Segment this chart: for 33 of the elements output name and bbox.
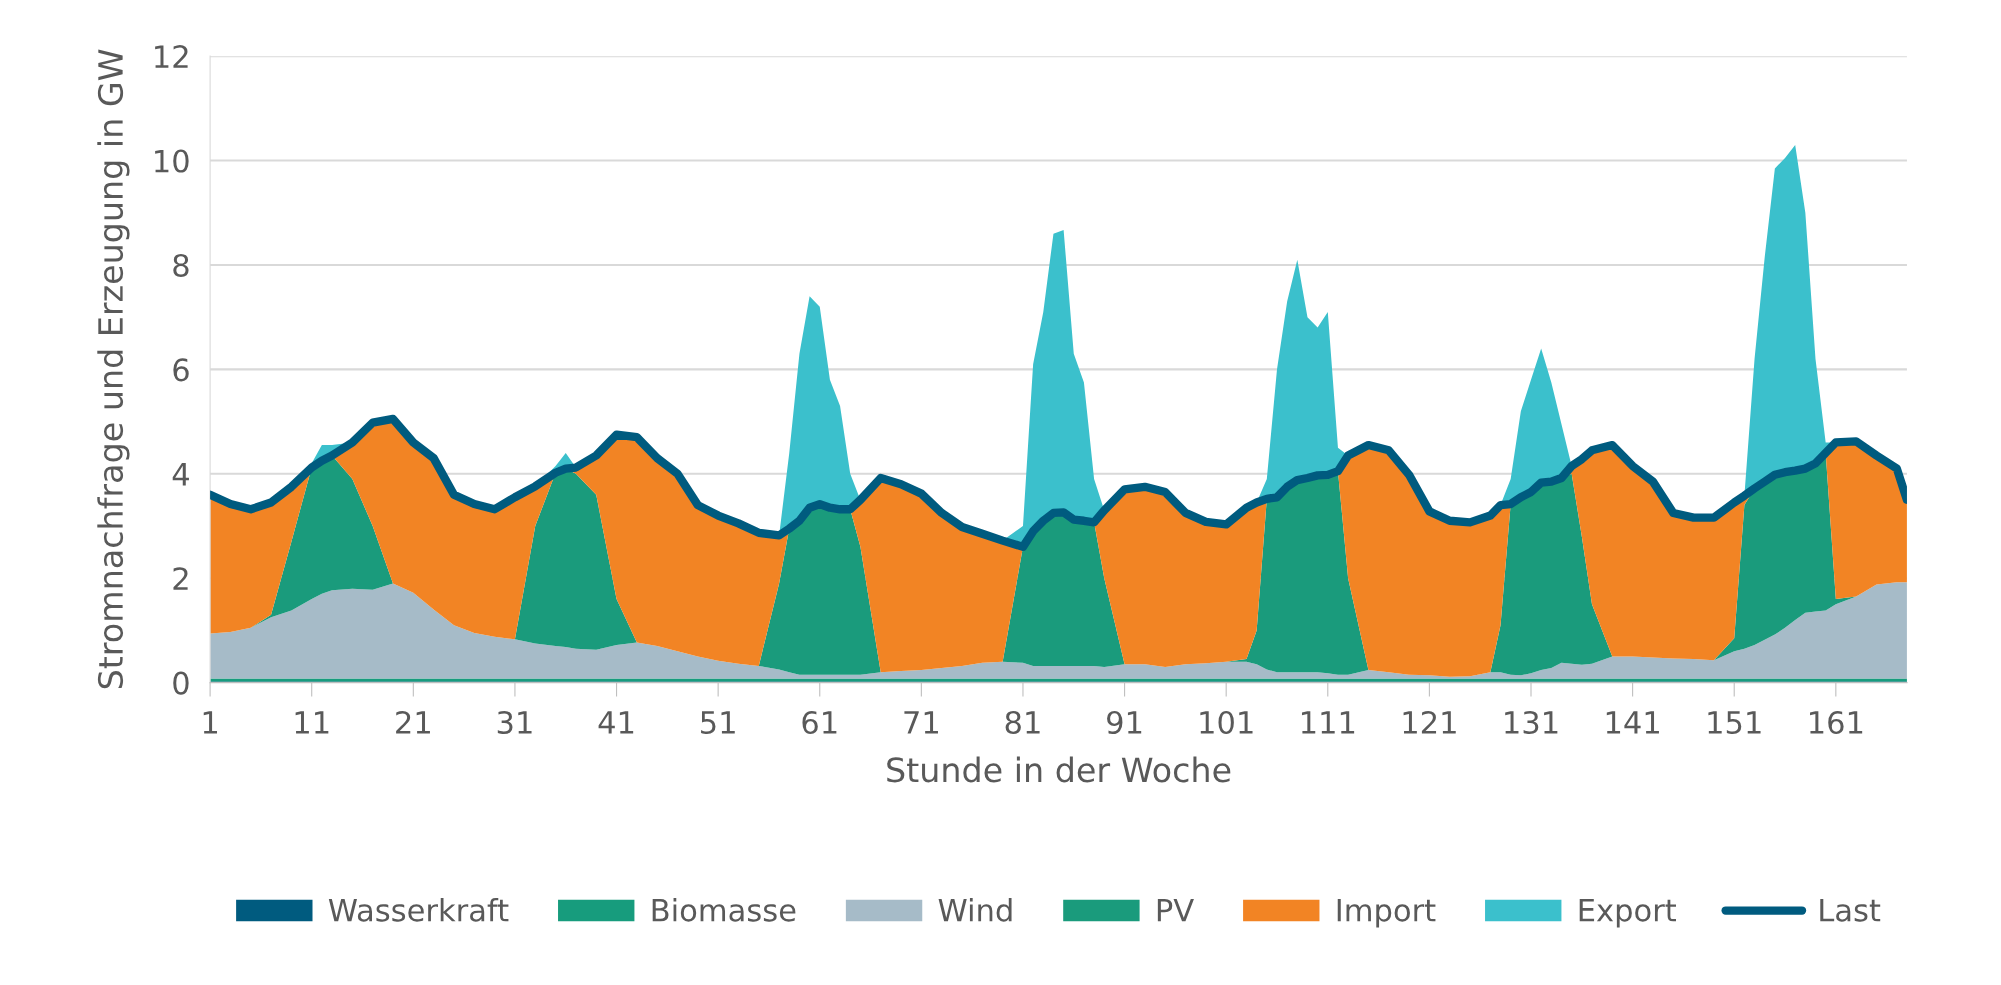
x-tick-label: 91 — [1107, 710, 1142, 735]
legend-label: PV — [1157, 898, 1194, 922]
x-axis-title: Stunde in der Woche — [887, 756, 1231, 783]
x-tick-label: 151 — [1708, 711, 1761, 735]
x-tick-label: 61 — [802, 710, 837, 735]
x-tick-label: 11 — [295, 711, 329, 734]
legend-label: Export — [1579, 898, 1676, 928]
legend-label: Biomasse — [652, 898, 796, 922]
legend-label: Wasserkraft — [328, 898, 509, 922]
x-tick-label: 51 — [701, 711, 735, 735]
x-tick-label: 121 — [1403, 710, 1456, 734]
y-tick-label: 8 — [173, 253, 189, 278]
x-tick-label: 161 — [1810, 710, 1863, 735]
x-tick-label: 111 — [1301, 711, 1355, 734]
y-axis-title: Stromnachfrage und Erzeugung in GW — [97, 49, 130, 689]
x-tick-label: 141 — [1606, 711, 1659, 734]
x-tick-label: 81 — [1005, 710, 1040, 735]
x-tick-label: 31 — [497, 710, 532, 735]
x-tick-label: 1 — [203, 711, 217, 734]
y-tick-label: 6 — [173, 358, 189, 382]
y-tick-label: 10 — [155, 149, 189, 173]
y-tick-label: 2 — [173, 567, 188, 590]
x-tick-label: 41 — [598, 711, 634, 734]
x-tick-label: 21 — [396, 710, 430, 734]
legend-label: Wind — [938, 898, 1012, 922]
y-tick-label: 0 — [173, 671, 189, 695]
y-tick-label: 12 — [155, 45, 188, 68]
x-tick-label: 71 — [904, 711, 938, 734]
x-tick-label: 101 — [1200, 710, 1253, 735]
legend-label: Last — [1820, 898, 1881, 922]
x-tick-label: 131 — [1505, 710, 1558, 735]
y-tick-label: 4 — [172, 463, 189, 486]
legend-label: Import — [1337, 898, 1436, 928]
